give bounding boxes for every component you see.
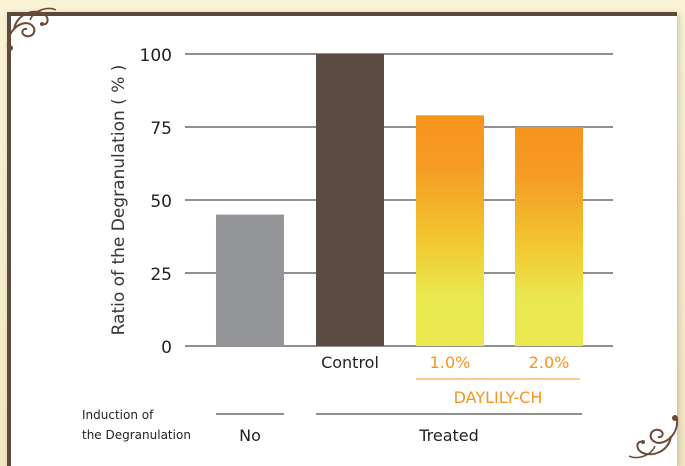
bar-2.0% xyxy=(515,127,583,346)
bar-no-induction xyxy=(216,214,284,346)
bar-Control xyxy=(316,54,384,346)
corner-ornament-bottom-right xyxy=(628,415,679,459)
y-tick-label-0: 0 xyxy=(161,338,172,358)
y-tick-label-100: 100 xyxy=(140,46,172,66)
induction-label-line2: the Degranulation xyxy=(82,428,191,442)
y-tick-label-25: 25 xyxy=(150,265,172,285)
y-tick-label-50: 50 xyxy=(150,192,172,212)
group-label: DAYLILY-CH xyxy=(454,388,543,407)
induction-label-line1: Induction of xyxy=(82,408,154,422)
induction-treated-label: Treated xyxy=(418,426,479,445)
induction-no-label: No xyxy=(239,426,261,445)
x-category-label-Control: Control xyxy=(321,353,379,372)
bar-1.0% xyxy=(416,115,484,346)
y-axis-label: Ratio of the Degranulation ( % ) xyxy=(109,65,129,336)
corner-ornament-top-left xyxy=(6,7,57,51)
y-tick-label-75: 75 xyxy=(150,119,172,139)
x-category-label-2.0%: 2.0% xyxy=(529,353,570,372)
x-category-label-1.0%: 1.0% xyxy=(430,353,471,372)
